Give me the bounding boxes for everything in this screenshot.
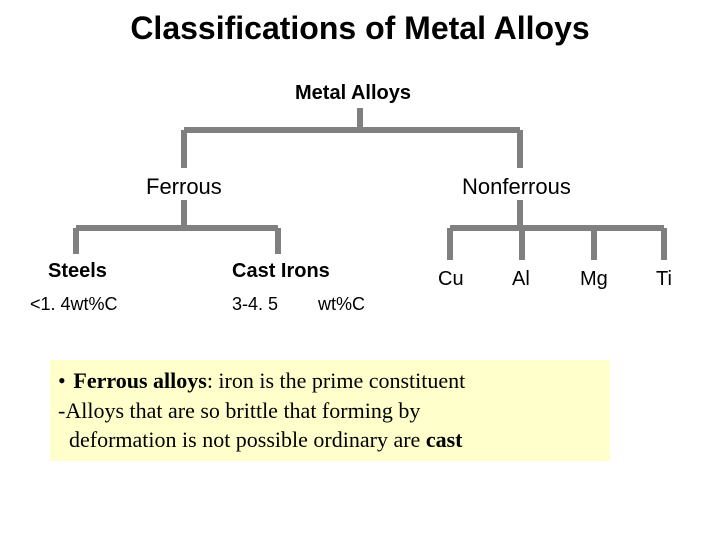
tree-root-label: Metal Alloys [295, 82, 411, 105]
note-line1-rest: : iron is the prime constituent [207, 368, 465, 393]
node-mg: Mg [580, 268, 608, 291]
node-ferrous: Ferrous [146, 174, 222, 200]
note-line1: • Ferrous alloys: iron is the prime cons… [58, 366, 602, 396]
node-al: Al [512, 268, 530, 291]
note-line3-bold: cast [426, 427, 463, 452]
node-cast-irons: Cast Irons [232, 260, 330, 283]
node-cast-irons-sub2: wt%C [318, 294, 365, 315]
slide: Classifications of Metal Alloys Metal Al… [0, 0, 720, 540]
note-box: • Ferrous alloys: iron is the prime cons… [50, 360, 610, 461]
node-steels-sub: <1. 4wt%C [30, 294, 118, 315]
node-ti: Ti [656, 268, 672, 291]
note-line1-bold: Ferrous alloys [73, 368, 206, 393]
note-line3-text: deformation is not possible ordinary are [58, 427, 426, 452]
node-steels: Steels [48, 260, 107, 283]
note-line2: -Alloys that are so brittle that forming… [58, 396, 602, 426]
node-nonferrous: Nonferrous [462, 174, 571, 200]
bullet-icon: • [58, 366, 73, 396]
node-cast-irons-sub1: 3-4. 5 [232, 294, 278, 315]
node-cu: Cu [438, 268, 464, 291]
note-line3: deformation is not possible ordinary are… [58, 425, 602, 455]
